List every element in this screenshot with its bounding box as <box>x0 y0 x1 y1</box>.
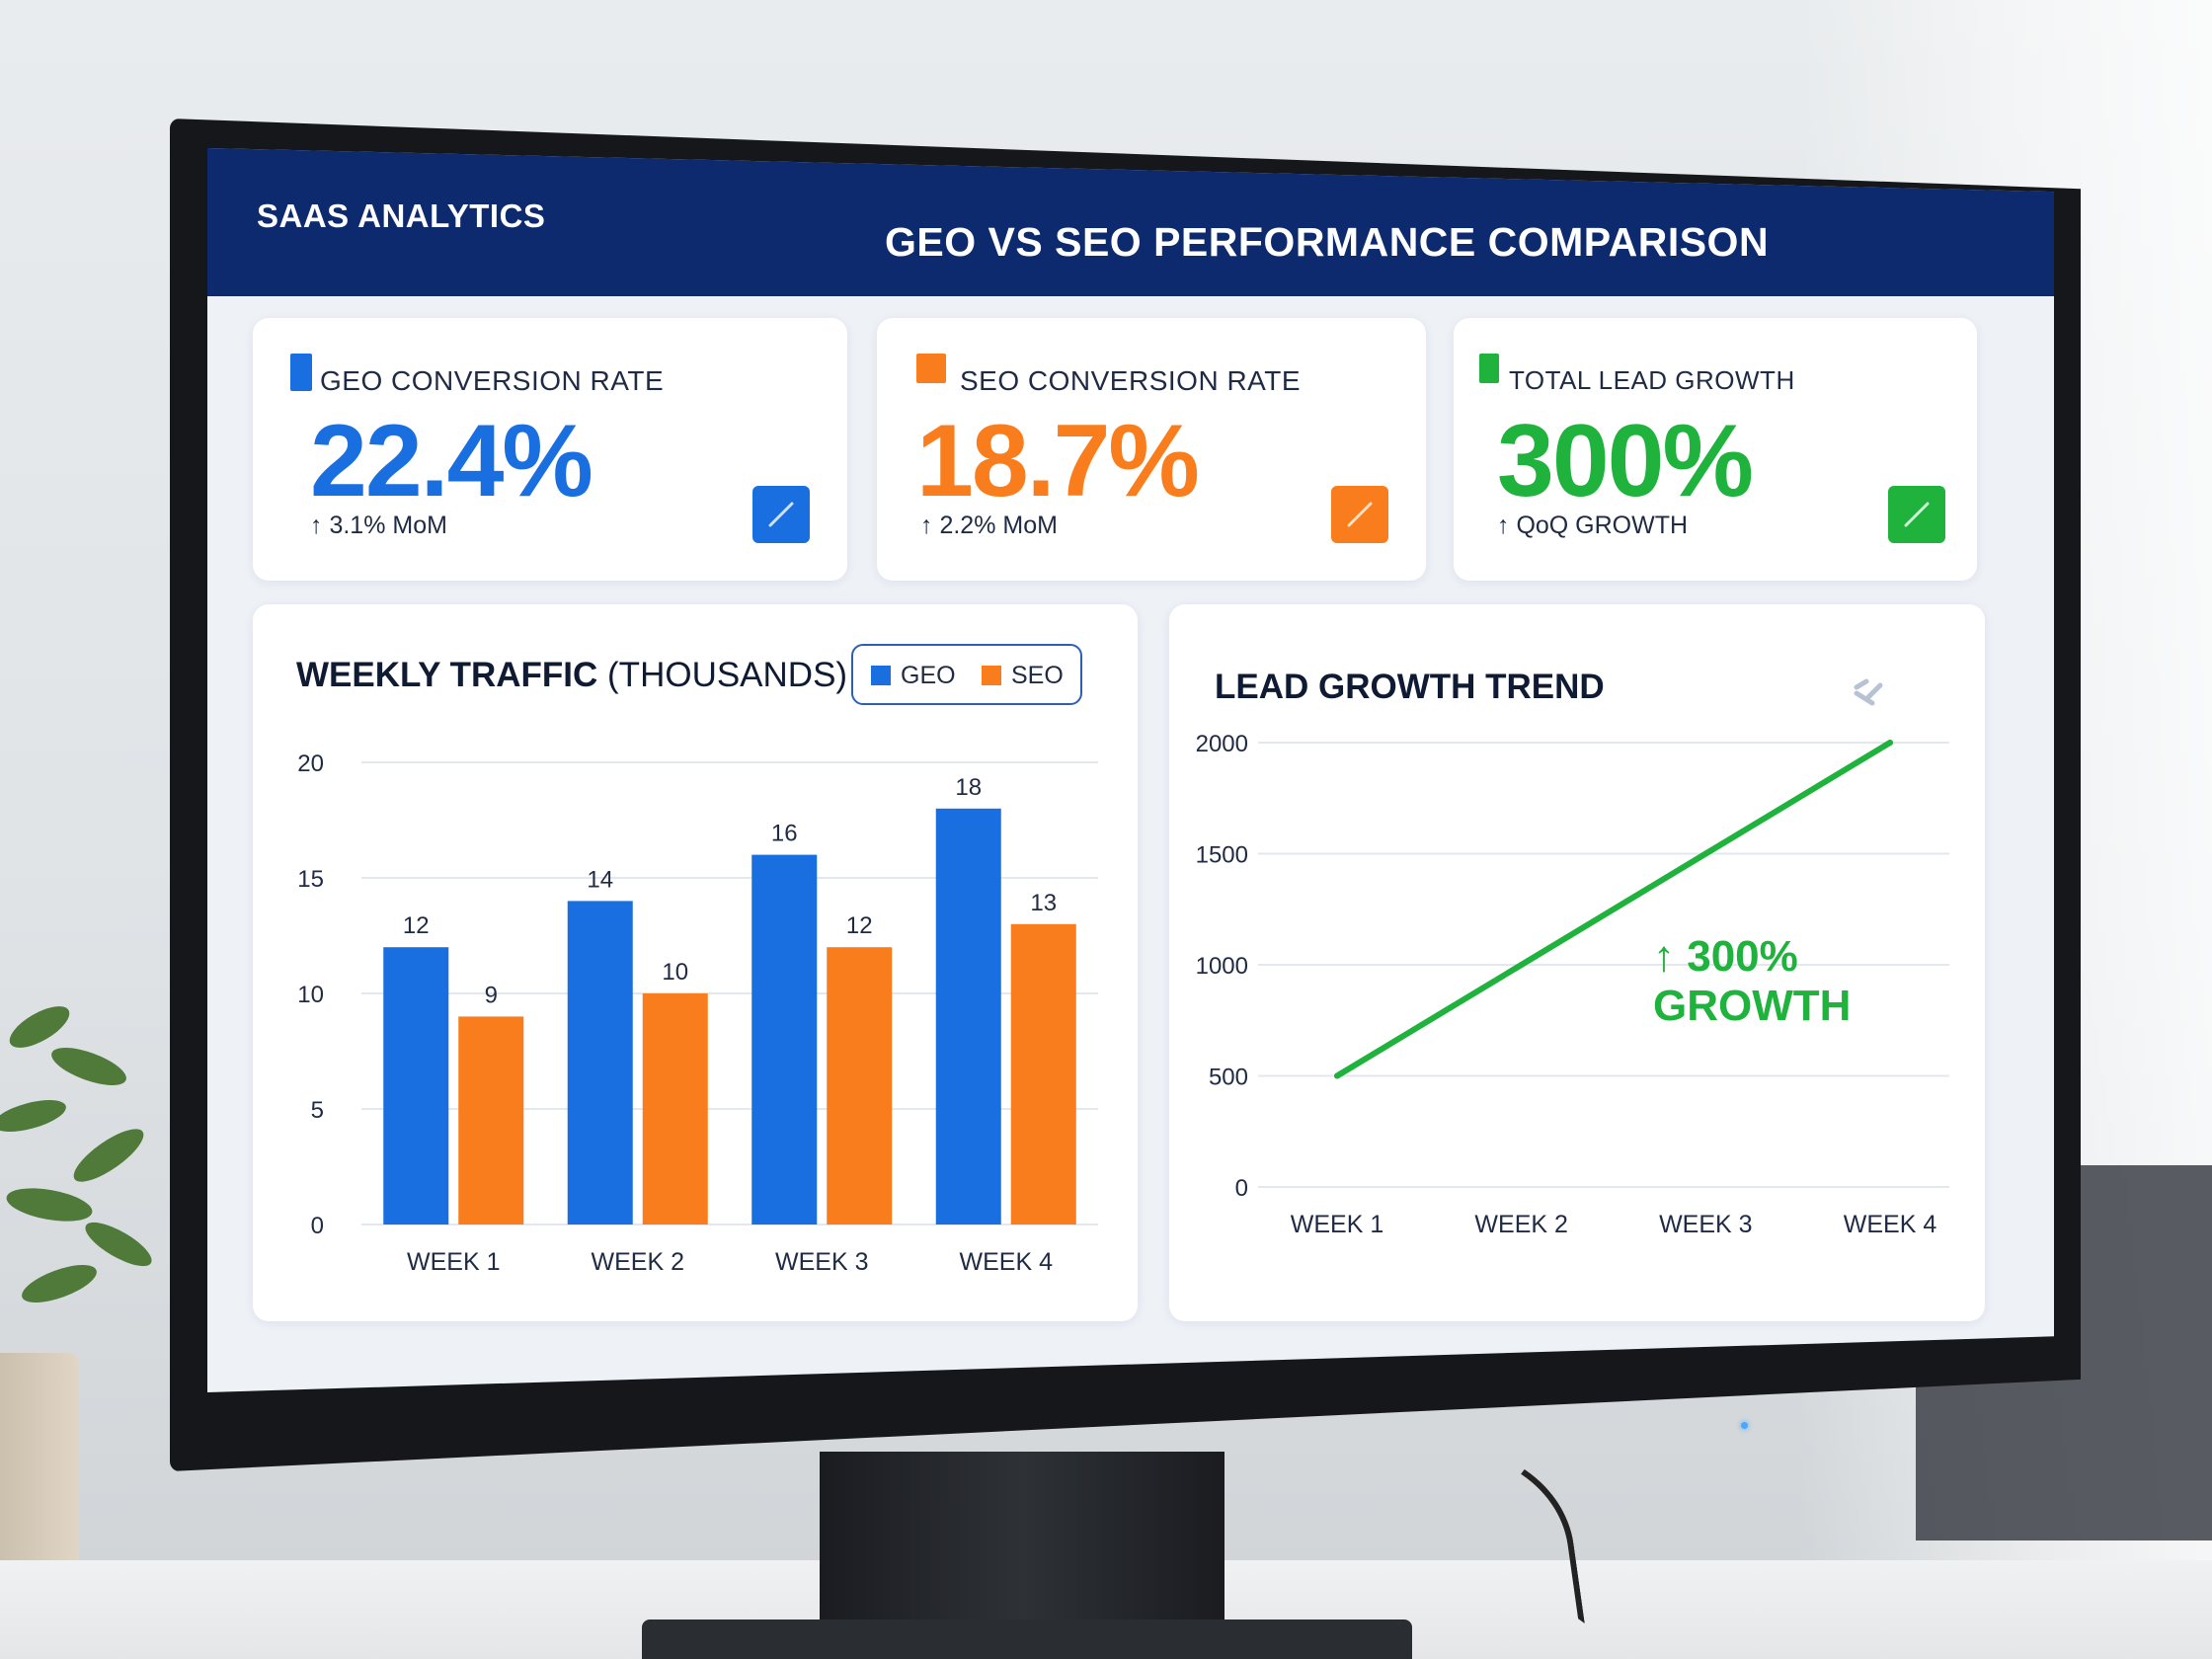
x-tick-label: WEEK 1 <box>407 1248 500 1276</box>
expand-icon[interactable] <box>1851 673 1890 709</box>
monitor-stand-base <box>642 1620 1412 1659</box>
bar-geo <box>935 808 1001 1224</box>
bar-geo <box>383 947 449 1224</box>
growth-annotation-percent: ↑ 300% <box>1653 932 1798 981</box>
weekly-traffic-card: WEEKLY TRAFFIC (THOUSANDS) GEO SEO 0 5 10 1… <box>253 604 1138 1321</box>
y-tick-label: 2000 <box>1196 731 1248 757</box>
legend-swatch-seo <box>982 666 1001 685</box>
legend-swatch-geo <box>871 666 891 685</box>
bar-value-label: 13 <box>1030 890 1057 916</box>
y-tick-label: 0 <box>1235 1175 1248 1202</box>
lead-growth-card: LEAD GROWTH TREND 0 500 1000 1500 2000 WEEK 1… <box>1169 604 1985 1321</box>
bar-seo <box>642 993 708 1224</box>
bar-value-label: 18 <box>955 774 982 801</box>
y-tick-label: 500 <box>1209 1065 1248 1091</box>
bar-seo <box>827 947 893 1224</box>
y-tick-label: 10 <box>297 982 324 1008</box>
x-tick-label: WEEK 1 <box>1291 1211 1383 1238</box>
bar-seo <box>458 1016 524 1224</box>
bar-value-label: 16 <box>771 821 798 847</box>
growth-annotation: ↑ 300% GROWTH <box>1653 932 1851 1031</box>
plant-image <box>0 1006 152 1303</box>
bar-value-label: 9 <box>485 982 498 1008</box>
x-tick-label: WEEK 4 <box>960 1248 1054 1276</box>
y-tick-label: 15 <box>297 866 324 893</box>
kpi-card-geo[interactable]: GEO CONVERSION RATE 22.4% ↑ 3.1% MoM <box>253 318 847 581</box>
y-tick-label: 5 <box>311 1097 324 1124</box>
line-point <box>1887 740 1893 746</box>
trend-arrow-icon[interactable] <box>1888 486 1945 543</box>
kpi-color-swatch <box>290 354 312 391</box>
bar-value-label: 10 <box>662 959 688 986</box>
line-point <box>1518 962 1525 968</box>
kpi-card-seo[interactable]: SEO CONVERSION RATE 18.7% ↑ 2.2% MoM <box>877 318 1426 581</box>
bar-value-label: 12 <box>846 912 873 939</box>
line-point <box>1702 850 1709 857</box>
kpi-value: 22.4% <box>310 404 593 518</box>
weekly-traffic-subtitle: (THOUSANDS) <box>607 656 848 694</box>
kpi-change: ↑ 3.1% MoM <box>310 512 447 539</box>
dashboard-header: SAAS ANALYTICS GEO VS SEO PERFORMANCE CO… <box>207 148 2054 296</box>
y-tick-label: 1000 <box>1196 953 1248 980</box>
kpi-value: 300% <box>1497 404 1754 518</box>
bar-seo <box>1010 923 1076 1224</box>
bar-value-label: 14 <box>587 866 613 893</box>
brand-name[interactable]: SAAS ANALYTICS <box>257 198 546 234</box>
x-tick-label: WEEK 2 <box>592 1248 684 1276</box>
kpi-label: SEO CONVERSION RATE <box>960 365 1302 396</box>
x-tick-label: WEEK 4 <box>1844 1211 1937 1238</box>
lead-growth-title: LEAD GROWTH TREND <box>1215 668 1605 706</box>
line-point <box>1334 1072 1340 1079</box>
weekly-traffic-title: WEEKLY TRAFFIC (THOUSANDS) <box>296 656 847 695</box>
page-title: GEO VS SEO PERFORMANCE COMPARISON <box>885 219 1770 265</box>
legend-label-seo: SEO <box>1011 662 1064 689</box>
chart-legend[interactable]: GEO SEO <box>851 644 1082 705</box>
kpi-color-swatch <box>1479 354 1499 383</box>
trend-arrow-icon[interactable] <box>752 486 810 543</box>
weekly-traffic-title-text: WEEKLY TRAFFIC <box>296 656 598 694</box>
legend-item-geo[interactable]: GEO <box>871 662 956 690</box>
growth-annotation-label: GROWTH <box>1653 982 1852 1030</box>
kpi-value: 18.7% <box>916 404 1200 518</box>
x-tick-label: WEEK 3 <box>1659 1211 1752 1238</box>
dashboard-screen: SAAS ANALYTICS GEO VS SEO PERFORMANCE CO… <box>207 148 2054 1392</box>
weekly-traffic-bar-chart: 0 5 10 15 20 12 9 WEEK 1 14 10 WEEK 2 16 12 WEEK 3 18 1… <box>297 750 1098 1276</box>
power-led-icon <box>1741 1422 1748 1429</box>
kpi-color-swatch <box>916 354 946 383</box>
kpi-card-lead-growth[interactable]: TOTAL LEAD GROWTH 300% ↑ QoQ GROWTH <box>1454 318 1977 581</box>
bar-geo <box>751 854 818 1224</box>
x-tick-label: WEEK 3 <box>775 1248 868 1276</box>
bar-value-label: 12 <box>403 912 430 939</box>
kpi-label: TOTAL LEAD GROWTH <box>1509 365 1795 395</box>
kpi-change: ↑ QoQ GROWTH <box>1497 512 1689 539</box>
bar-geo <box>567 901 633 1224</box>
legend-item-seo[interactable]: SEO <box>982 662 1064 690</box>
monitor-stand <box>820 1452 1224 1629</box>
line-series-leads <box>1334 740 1893 1079</box>
y-tick-label: 20 <box>297 750 324 777</box>
kpi-label: GEO CONVERSION RATE <box>320 365 665 396</box>
legend-label-geo: GEO <box>901 662 956 689</box>
lead-growth-line-chart: 0 500 1000 1500 2000 WEEK 1 WEEK 2 WEEK 3 WEEK 4 <box>1196 731 1949 1238</box>
x-tick-label: WEEK 2 <box>1474 1211 1567 1238</box>
kpi-change: ↑ 2.2% MoM <box>920 512 1058 539</box>
y-tick-label: 1500 <box>1196 842 1248 869</box>
trend-arrow-icon[interactable] <box>1331 486 1388 543</box>
y-tick-label: 0 <box>311 1213 324 1239</box>
